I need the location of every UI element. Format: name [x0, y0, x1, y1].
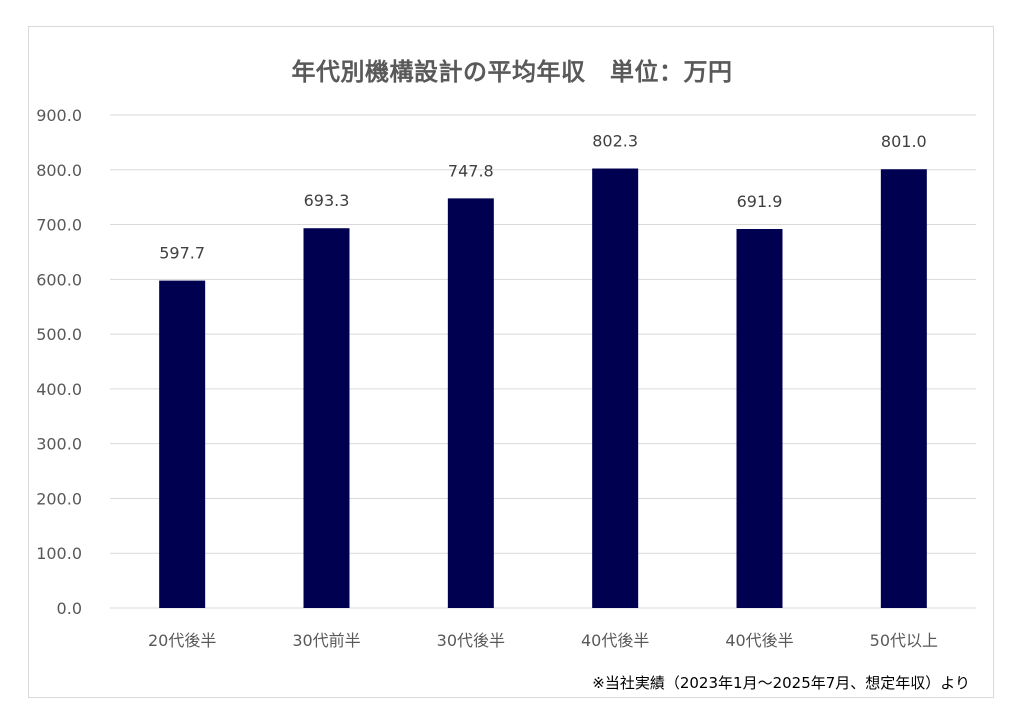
x-axis-categories: 20代後半 30代前半 30代後半 40代後半 40代後半 50代以上 — [148, 631, 938, 650]
y-axis-ticks: 0.0 100.0 200.0 300.0 400.0 500.0 600.0 700.0 80… — [36, 106, 82, 618]
y-tick-label: 400.0 — [36, 380, 82, 399]
data-labels: 597.7 693.3 747.8 802.3 691.9 801.0 — [159, 132, 926, 263]
bar — [736, 228, 783, 608]
bar — [447, 198, 494, 609]
category-label: 30代後半 — [437, 631, 505, 650]
y-tick-label: 0.0 — [57, 599, 82, 618]
bars — [159, 168, 927, 609]
footnote: ※当社実績（2023年1月〜2025年7月、想定年収）より — [592, 674, 970, 692]
category-label: 20代後半 — [148, 631, 216, 650]
category-label: 50代以上 — [870, 631, 938, 650]
bar — [592, 168, 639, 608]
y-tick-label: 800.0 — [36, 161, 82, 180]
chart-title: 年代別機構設計の平均年収 単位：万円 — [291, 58, 733, 86]
data-label: 691.9 — [737, 192, 783, 211]
data-label: 693.3 — [304, 191, 350, 210]
category-label: 30代前半 — [292, 631, 360, 650]
bar — [880, 169, 927, 609]
y-tick-label: 700.0 — [36, 216, 82, 235]
y-tick-label: 100.0 — [36, 544, 82, 563]
data-label: 802.3 — [592, 132, 638, 151]
y-tick-label: 500.0 — [36, 325, 82, 344]
y-tick-label: 300.0 — [36, 435, 82, 454]
y-tick-label: 600.0 — [36, 270, 82, 289]
data-label: 801.0 — [881, 132, 927, 151]
category-label: 40代後半 — [581, 631, 649, 650]
data-label: 747.8 — [448, 161, 494, 180]
grid-lines — [110, 114, 976, 609]
data-label: 597.7 — [159, 244, 205, 263]
y-tick-label: 200.0 — [36, 489, 82, 508]
y-tick-label: 900.0 — [36, 106, 82, 125]
bar — [159, 280, 206, 608]
category-label: 40代後半 — [725, 631, 793, 650]
bar — [303, 228, 350, 609]
